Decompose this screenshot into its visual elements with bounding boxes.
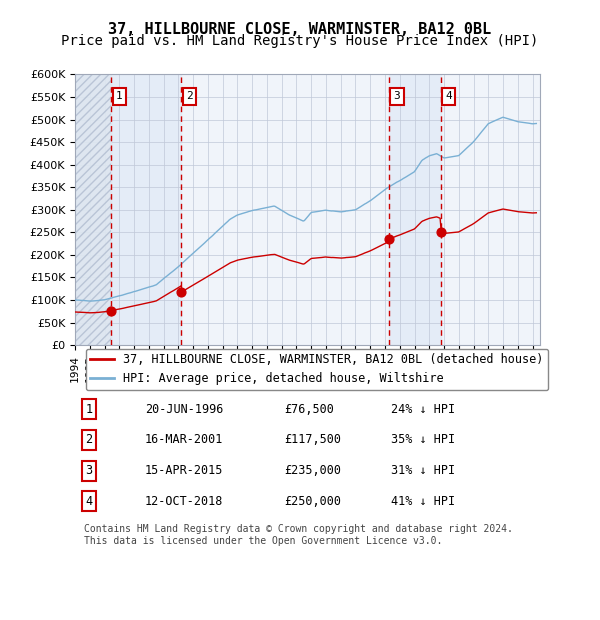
Text: 2: 2	[186, 91, 193, 101]
Text: 4: 4	[85, 495, 92, 508]
Text: 15-APR-2015: 15-APR-2015	[145, 464, 223, 477]
Text: 12-OCT-2018: 12-OCT-2018	[145, 495, 223, 508]
Text: Price paid vs. HM Land Registry's House Price Index (HPI): Price paid vs. HM Land Registry's House …	[61, 34, 539, 48]
Text: 2: 2	[85, 433, 92, 446]
Text: 1: 1	[85, 402, 92, 415]
Bar	[75, 74, 112, 345]
Text: 31% ↓ HPI: 31% ↓ HPI	[391, 464, 455, 477]
Text: 24% ↓ HPI: 24% ↓ HPI	[391, 402, 455, 415]
Bar	[112, 74, 181, 345]
Text: 41% ↓ HPI: 41% ↓ HPI	[391, 495, 455, 508]
Legend: 37, HILLBOURNE CLOSE, WARMINSTER, BA12 0BL (detached house), HPI: Average price,: 37, HILLBOURNE CLOSE, WARMINSTER, BA12 0…	[86, 348, 548, 390]
Text: £235,000: £235,000	[284, 464, 341, 477]
Text: 4: 4	[445, 91, 452, 101]
Text: £117,500: £117,500	[284, 433, 341, 446]
Point	[385, 234, 394, 244]
Point	[107, 306, 116, 316]
Point	[176, 287, 186, 297]
Text: 20-JUN-1996: 20-JUN-1996	[145, 402, 223, 415]
Text: 16-MAR-2001: 16-MAR-2001	[145, 433, 223, 446]
Text: 35% ↓ HPI: 35% ↓ HPI	[391, 433, 455, 446]
Bar	[389, 74, 441, 345]
Text: 3: 3	[85, 464, 92, 477]
Bar	[75, 74, 112, 345]
Text: Contains HM Land Registry data © Crown copyright and database right 2024.
This d: Contains HM Land Registry data © Crown c…	[84, 525, 513, 546]
Text: 1: 1	[116, 91, 122, 101]
Text: 37, HILLBOURNE CLOSE, WARMINSTER, BA12 0BL: 37, HILLBOURNE CLOSE, WARMINSTER, BA12 0…	[109, 22, 491, 37]
Text: £76,500: £76,500	[284, 402, 334, 415]
Point	[436, 228, 446, 237]
Text: £250,000: £250,000	[284, 495, 341, 508]
Text: 3: 3	[394, 91, 400, 101]
